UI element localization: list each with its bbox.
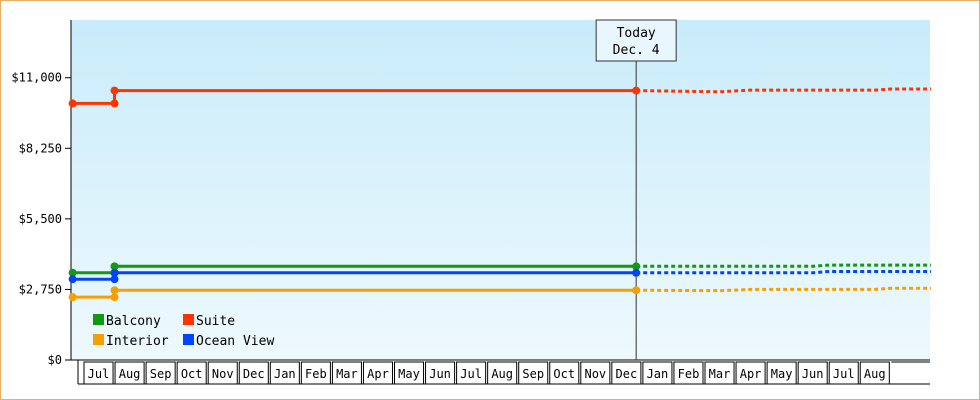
series-interior-point <box>632 286 641 295</box>
series-ocean-view-point <box>632 268 641 277</box>
legend-label-balcony: Balcony <box>106 314 161 329</box>
x-tick-label: Dec <box>616 367 638 381</box>
x-tick-label: Apr <box>367 367 389 381</box>
x-tick-label: Jul <box>460 367 482 381</box>
x-tick-label: May <box>398 367 420 381</box>
x-tick-label: Jul <box>833 367 855 381</box>
x-tick-label: Sep <box>522 367 544 381</box>
series-interior-point <box>68 293 77 302</box>
x-tick-label: Nov <box>584 367 606 381</box>
legend-swatch-interior <box>93 334 104 345</box>
x-tick-label: Apr <box>740 367 762 381</box>
series-ocean-view-projected-line <box>636 270 932 275</box>
legend-swatch-suite <box>183 314 194 325</box>
x-tick-label: Mar <box>709 367 731 381</box>
y-tick-label: $2,750 <box>19 282 62 296</box>
today-date: Dec. 4 <box>613 43 660 58</box>
series-balcony-point <box>632 262 641 271</box>
x-tick-label: Aug <box>491 367 513 381</box>
legend-swatch-balcony <box>93 314 104 325</box>
series-ocean-view-point <box>110 275 119 284</box>
today-box <box>595 19 677 62</box>
x-tick-label: Dec <box>243 367 265 381</box>
y-tick-label: $0 <box>48 353 62 367</box>
x-tick-label: Oct <box>181 367 203 381</box>
series-interior-projected-line <box>636 286 932 293</box>
legend-label-suite: Suite <box>196 314 235 329</box>
legend-label-ocean-view: Ocean View <box>196 334 274 349</box>
x-tick-label: Feb <box>678 367 700 381</box>
plot-area <box>71 20 930 360</box>
series-ocean-view-point <box>110 268 119 277</box>
x-tick-label: Nov <box>212 367 234 381</box>
series-suite-point <box>68 99 77 108</box>
series-suite-actual-line <box>72 89 637 105</box>
series-interior-point <box>110 293 119 302</box>
x-tick-label: Oct <box>553 367 575 381</box>
x-tick-label: Aug <box>119 367 141 381</box>
series-balcony-point <box>110 262 119 271</box>
x-tick-label: Feb <box>305 367 327 381</box>
y-tick-label: $5,500 <box>19 212 62 226</box>
series-suite-point <box>632 86 641 95</box>
x-tick-label: Jun <box>802 367 824 381</box>
series-balcony-projected-line <box>636 263 932 268</box>
x-tick-label: Jan <box>274 367 296 381</box>
x-tick-label: Mar <box>336 367 358 381</box>
x-tick-label: May <box>771 367 793 381</box>
series-interior-point <box>110 286 119 295</box>
series-suite-projected-line <box>636 87 932 94</box>
legend-label-interior: Interior <box>106 334 169 349</box>
series-suite-point <box>110 99 119 108</box>
series-ocean-view-point <box>68 275 77 284</box>
x-tick-label: Jul <box>88 367 110 381</box>
y-tick-label: $11,000 <box>11 71 62 85</box>
series-balcony-point <box>68 268 77 277</box>
x-tick-label: Jan <box>647 367 669 381</box>
series-suite-point <box>110 86 119 95</box>
x-tick-label: Sep <box>150 367 172 381</box>
x-tick-label: Aug <box>864 367 886 381</box>
y-tick-label: $8,250 <box>19 141 62 155</box>
legend-swatch-ocean-view <box>183 334 194 345</box>
x-tick-label: Jun <box>429 367 451 381</box>
today-label: Today <box>617 26 656 41</box>
